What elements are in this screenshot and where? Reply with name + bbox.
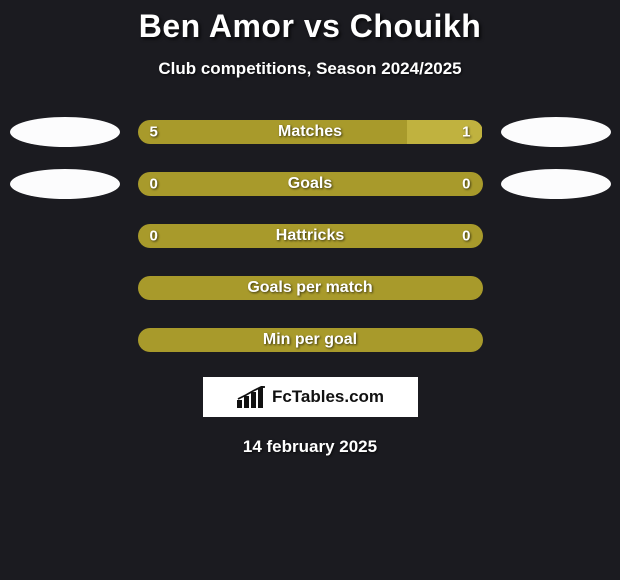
stat-left-value: 5 (150, 124, 158, 141)
fctables-logo: FcTables.com (203, 377, 418, 417)
stat-left-value: 0 (150, 228, 158, 245)
stat-left-value: 0 (150, 176, 158, 193)
logo-text: FcTables.com (272, 387, 384, 407)
comparison-infographic: Ben Amor vs Chouikh Club competitions, S… (0, 0, 620, 457)
player-left-oval (10, 325, 120, 355)
stat-row: Goals 0 0 (0, 169, 620, 199)
stat-label: Goals (288, 175, 332, 193)
bar-seg-right (407, 120, 483, 144)
player-right-oval (501, 169, 611, 199)
player-right-oval (501, 221, 611, 251)
subtitle: Club competitions, Season 2024/2025 (0, 59, 620, 79)
player-left-oval (10, 221, 120, 251)
stat-label: Hattricks (276, 227, 344, 245)
stat-bar: Matches 5 1 (138, 120, 483, 144)
stat-bar: Goals per match (138, 276, 483, 300)
stat-label: Goals per match (247, 279, 372, 297)
player-right-oval (501, 117, 611, 147)
stat-label: Matches (278, 123, 342, 141)
player-left-oval (10, 117, 120, 147)
page-title: Ben Amor vs Chouikh (0, 8, 620, 45)
stat-bar: Hattricks 0 0 (138, 224, 483, 248)
logo-bars-icon (236, 386, 268, 408)
stat-right-value: 1 (462, 124, 470, 141)
stat-right-value: 0 (462, 176, 470, 193)
stat-right-value: 0 (462, 228, 470, 245)
stat-row: Hattricks 0 0 (0, 221, 620, 251)
stat-row: Min per goal (0, 325, 620, 355)
date-text: 14 february 2025 (0, 437, 620, 457)
player-right-oval (501, 325, 611, 355)
player-left-oval (10, 169, 120, 199)
stat-bar: Goals 0 0 (138, 172, 483, 196)
stat-rows: Matches 5 1 Goals 0 0 Hattricks 0 0 Goals per mat… (0, 117, 620, 355)
stat-label: Min per goal (263, 331, 357, 349)
stat-row: Goals per match (0, 273, 620, 303)
player-left-oval (10, 273, 120, 303)
stat-row: Matches 5 1 (0, 117, 620, 147)
bar-seg-left (138, 120, 407, 144)
stat-bar: Min per goal (138, 328, 483, 352)
player-right-oval (501, 273, 611, 303)
